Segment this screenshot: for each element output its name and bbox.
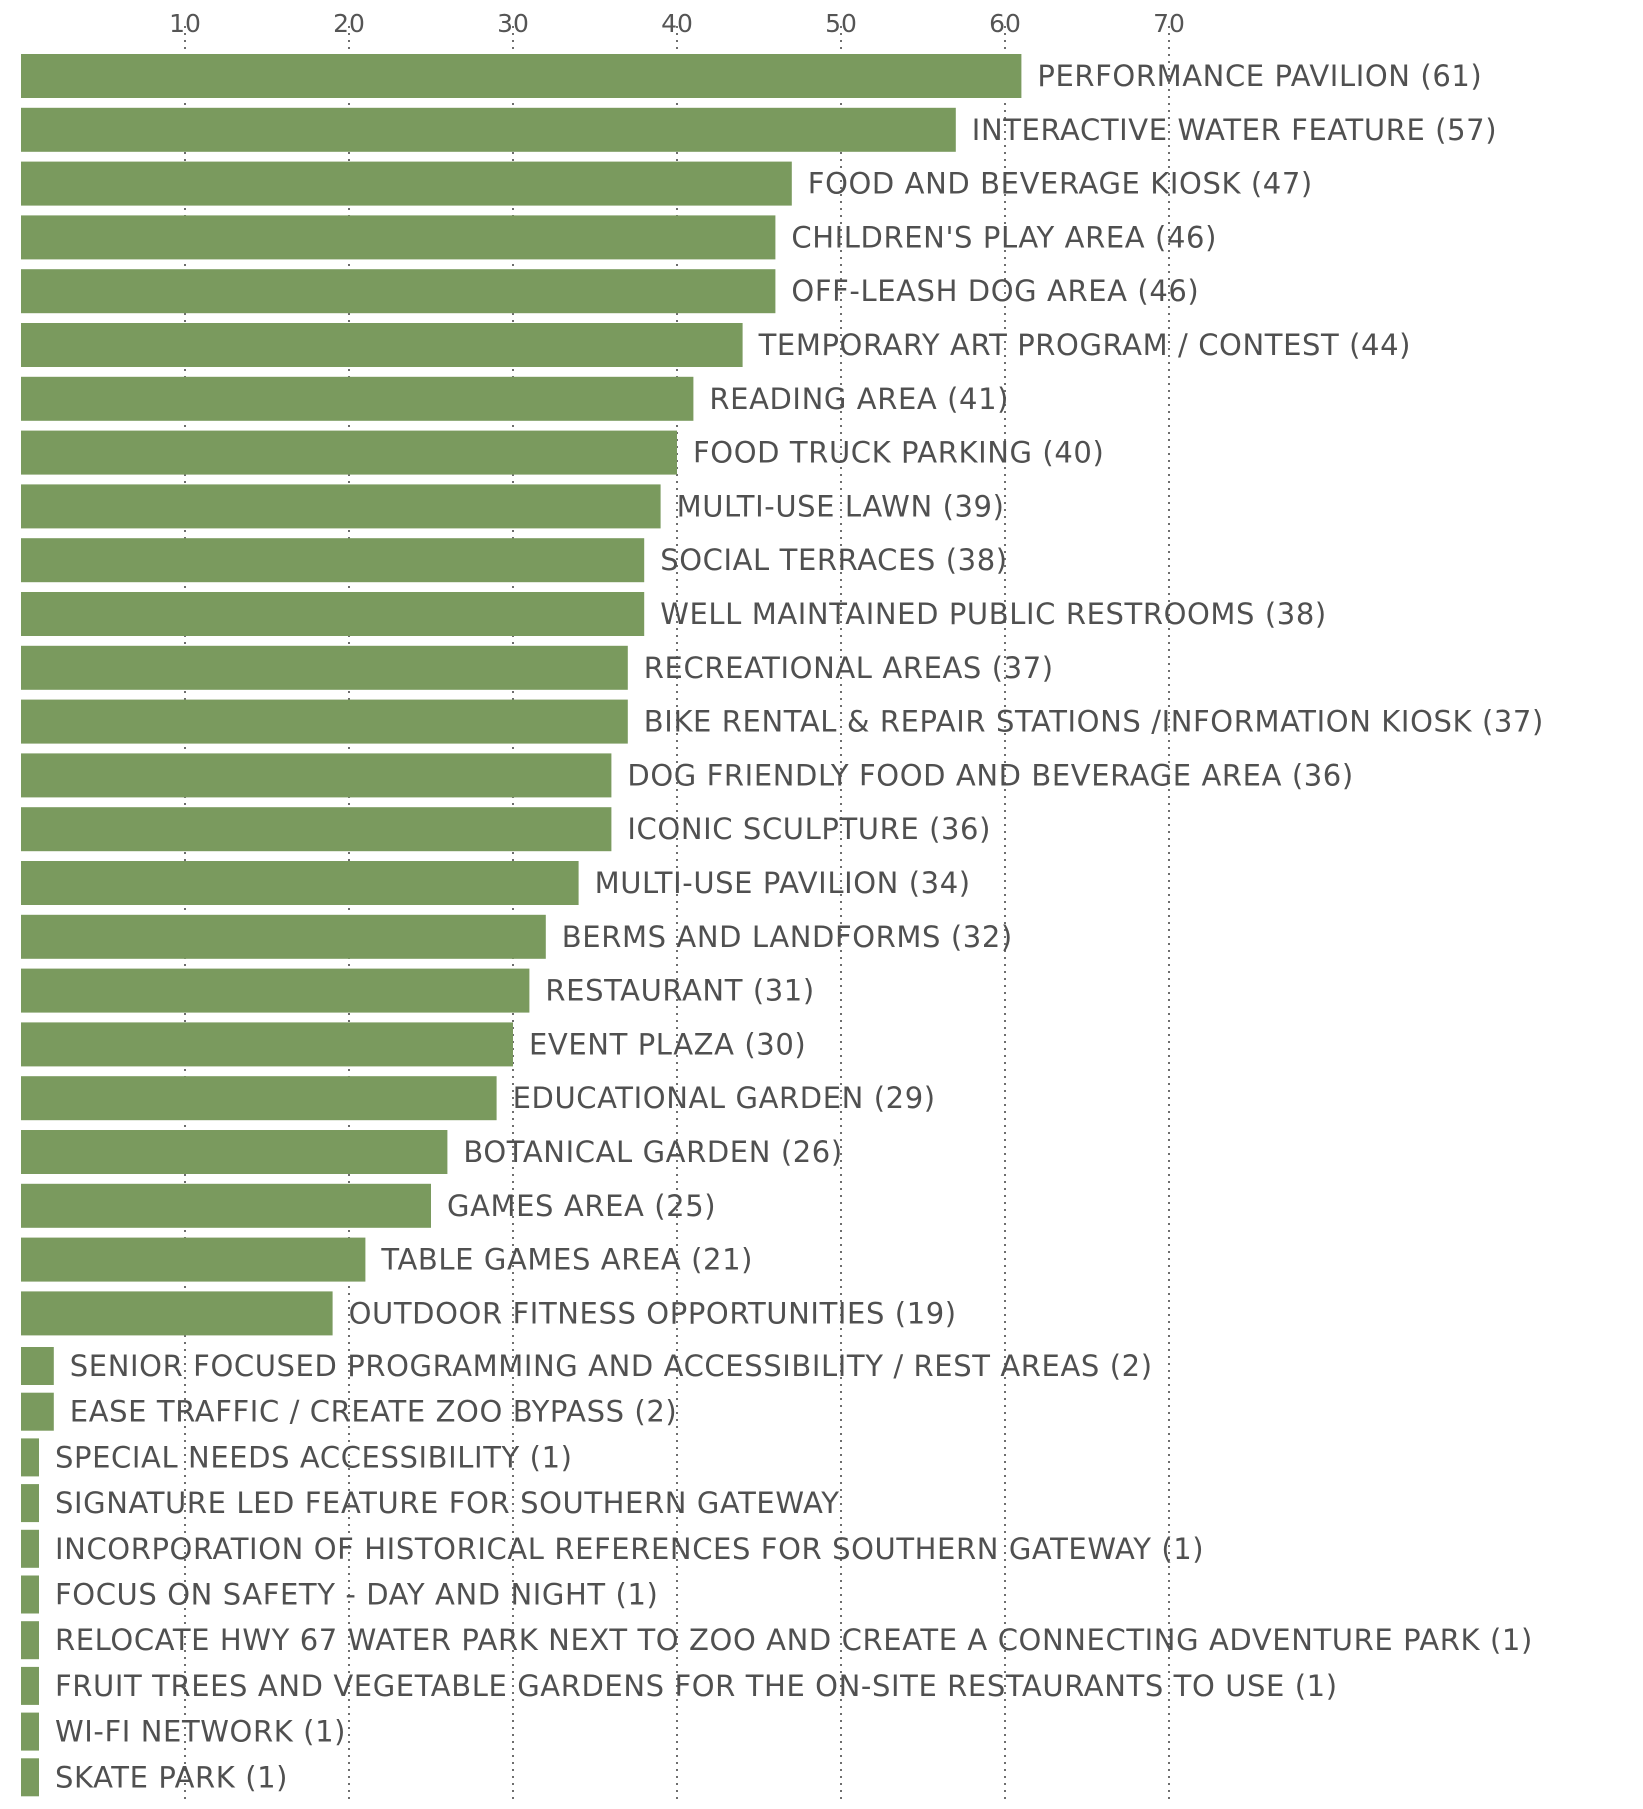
bar [21, 376, 694, 421]
bar [21, 1130, 448, 1174]
bar-label: INTERACTIVE WATER FEATURE (57) [972, 113, 1497, 147]
bar-label: CHILDREN'S PLAY AREA (46) [791, 220, 1217, 254]
bar-label: TABLE GAMES AREA (21) [380, 1243, 753, 1277]
bar-label: MULTI-USE PAVILION (34) [595, 866, 971, 900]
bar [21, 161, 792, 206]
bar-label: BOTANICAL GARDEN (26) [463, 1135, 842, 1169]
bar-label: GAMES AREA (25) [447, 1189, 716, 1223]
x-tick-label: 10 [169, 9, 201, 38]
bar [21, 1712, 39, 1751]
bar [21, 968, 530, 1013]
bar-label: WELL MAINTAINED PUBLIC RESTROOMS (38) [660, 597, 1327, 631]
bar [21, 54, 1022, 98]
bar-label: FOCUS ON SAFETY - DAY AND NIGHT (1) [55, 1578, 658, 1612]
bar [21, 1291, 333, 1336]
bar [21, 107, 956, 152]
bar-label: INCORPORATION OF HISTORICAL REFERENCES F… [55, 1532, 1204, 1566]
bar-label: SENIOR FOCUSED PROGRAMMING AND ACCESSIBI… [70, 1349, 1153, 1383]
bar [21, 592, 645, 636]
x-tick-label: 60 [989, 9, 1021, 38]
bar-label: EVENT PLAZA (30) [529, 1027, 806, 1061]
bar-label: OUTDOOR FITNESS OPPORTUNITIES (19) [349, 1296, 957, 1330]
bar [21, 269, 776, 314]
bar [21, 753, 612, 798]
bar-label: SKATE PARK (1) [55, 1760, 288, 1794]
bar [21, 215, 776, 260]
bar [21, 645, 628, 690]
bar [21, 430, 677, 475]
bar-label: MULTI-USE LAWN (39) [677, 489, 1005, 523]
bar [21, 538, 645, 583]
bar-label: SPECIAL NEEDS ACCESSIBILITY (1) [55, 1440, 573, 1474]
x-tick-label: 50 [825, 9, 857, 38]
bar-label: FOOD TRUCK PARKING (40) [693, 436, 1104, 470]
x-tick-label: 20 [333, 9, 365, 38]
bar [21, 1758, 39, 1797]
bar-label: RECREATIONAL AREAS (37) [644, 651, 1054, 685]
bar-label: BERMS AND LANDFORMS (32) [562, 920, 1013, 954]
bar-label: EDUCATIONAL GARDEN (29) [513, 1081, 936, 1115]
bar-label: WI-FI NETWORK (1) [55, 1715, 346, 1749]
bar [21, 807, 612, 852]
bar-label: SIGNATURE LED FEATURE FOR SOUTHERN GATEW… [55, 1486, 840, 1520]
bar-label: TEMPORARY ART PROGRAM / CONTEST (44) [758, 328, 1411, 362]
bar [21, 1438, 39, 1477]
bar-label: OFF-LEASH DOG AREA (46) [791, 274, 1199, 308]
bar-label: RELOCATE HWY 67 WATER PARK NEXT TO ZOO A… [55, 1623, 1533, 1657]
bar [21, 1666, 39, 1705]
bar [21, 323, 743, 367]
bar [21, 484, 661, 529]
bar [21, 1484, 39, 1523]
bar-label: FOOD AND BEVERAGE KIOSK (47) [808, 167, 1313, 201]
bar [21, 861, 579, 905]
bar [21, 1183, 431, 1228]
bar [21, 1621, 39, 1660]
bar-label: ICONIC SCULPTURE (36) [627, 812, 991, 846]
bar-label: SOCIAL TERRACES (38) [660, 543, 1007, 577]
bar [21, 914, 546, 959]
bar-label: RESTAURANT (31) [545, 974, 814, 1008]
bar-label: FRUIT TREES AND VEGETABLE GARDENS FOR TH… [55, 1669, 1338, 1703]
x-tick-label: 70 [1153, 9, 1185, 38]
bar [21, 1392, 54, 1431]
bar-label: READING AREA (41) [709, 382, 1009, 416]
bar [21, 1347, 54, 1385]
bar [21, 1022, 513, 1067]
bar [21, 699, 628, 744]
bar-label: EASE TRAFFIC / CREATE ZOO BYPASS (2) [70, 1395, 678, 1429]
bar [21, 1076, 497, 1121]
x-tick-label: 40 [661, 9, 693, 38]
bar [21, 1529, 39, 1568]
bar-label: DOG FRIENDLY FOOD AND BEVERAGE AREA (36) [627, 758, 1353, 792]
bar [21, 1237, 366, 1282]
bar-label: PERFORMANCE PAVILION (61) [1037, 59, 1482, 93]
bar-label: BIKE RENTAL & REPAIR STATIONS /INFORMATI… [644, 705, 1544, 739]
bar [21, 1575, 39, 1614]
x-tick-label: 30 [497, 9, 529, 38]
